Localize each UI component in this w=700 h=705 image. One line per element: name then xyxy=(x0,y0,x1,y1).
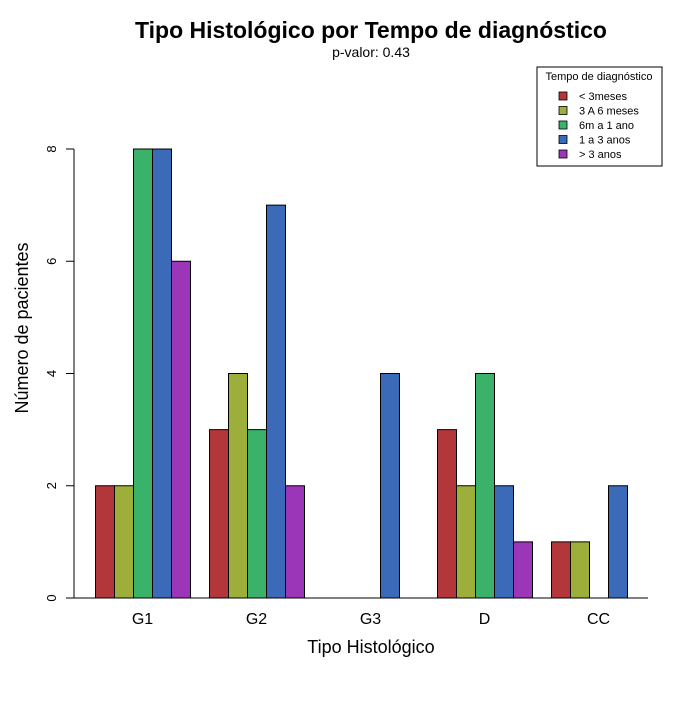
bar-d-series-3 xyxy=(494,485,514,599)
bar-g1-series-4 xyxy=(171,260,191,599)
y-tick-label: 4 xyxy=(44,370,59,377)
legend-swatch xyxy=(558,106,568,115)
bar-cc-series-1 xyxy=(570,541,590,599)
y-axis-label: Número de pacientes xyxy=(12,242,32,413)
bar-cc-series-3 xyxy=(608,485,628,599)
bar-d-series-1 xyxy=(456,485,476,599)
x-tick-labels: G1 G2 G3 D CC xyxy=(132,611,610,628)
bar-g2-series-4 xyxy=(285,485,305,599)
x-tick-label: D xyxy=(479,611,491,628)
legend-entry-label: 1 a 3 anos xyxy=(579,135,631,147)
x-tick-label: G2 xyxy=(246,611,267,628)
bars-group xyxy=(95,148,628,599)
legend-entry-label: 3 A 6 meses xyxy=(579,106,639,118)
bar-g1-series-3 xyxy=(152,148,172,599)
x-tick-label: G1 xyxy=(132,611,153,628)
legend-entry-label: 6m a 1 ano xyxy=(579,120,634,132)
bar-cc-series-0 xyxy=(551,541,571,599)
chart-subtitle: p-valor: 0.43 xyxy=(332,44,410,60)
chart-title: Tipo Histológico por Tempo de diagnóstic… xyxy=(135,17,607,43)
legend-swatch xyxy=(558,91,568,101)
legend-swatch xyxy=(558,120,568,130)
legend-title: Tempo de diagnóstico xyxy=(545,71,652,83)
legend-box xyxy=(536,66,663,167)
bar-g1-series-1 xyxy=(114,485,134,599)
x-tick-label: CC xyxy=(587,611,610,628)
y-tick-label: 0 xyxy=(44,594,59,601)
legend-entry-label: > 3 anos xyxy=(579,149,622,161)
y-tick-label: 8 xyxy=(44,145,59,152)
x-axis-label: Tipo Histológico xyxy=(307,637,434,657)
bar-g2-series-1 xyxy=(228,373,248,599)
bar-d-series-2 xyxy=(475,373,495,599)
y-tick-label: 2 xyxy=(44,482,59,489)
legend-swatch xyxy=(558,135,568,144)
legend-swatch xyxy=(558,149,568,159)
bar-g2-series-2 xyxy=(247,429,267,599)
bar-g3-series-3 xyxy=(380,373,400,599)
bar-g2-series-0 xyxy=(209,429,229,599)
bar-g1-series-2 xyxy=(133,148,153,599)
bar-g2-series-3 xyxy=(266,204,286,599)
bar-d-series-0 xyxy=(437,429,457,599)
x-tick-label: G3 xyxy=(360,611,381,628)
legend-entry-label: < 3meses xyxy=(579,91,627,103)
legend: Tempo de diagnóstico < 3meses 3 A 6 meses 6… xyxy=(536,66,663,167)
bar-g1-series-0 xyxy=(95,485,115,599)
y-tick-label: 6 xyxy=(44,258,59,265)
bar-d-series-4 xyxy=(513,541,533,599)
